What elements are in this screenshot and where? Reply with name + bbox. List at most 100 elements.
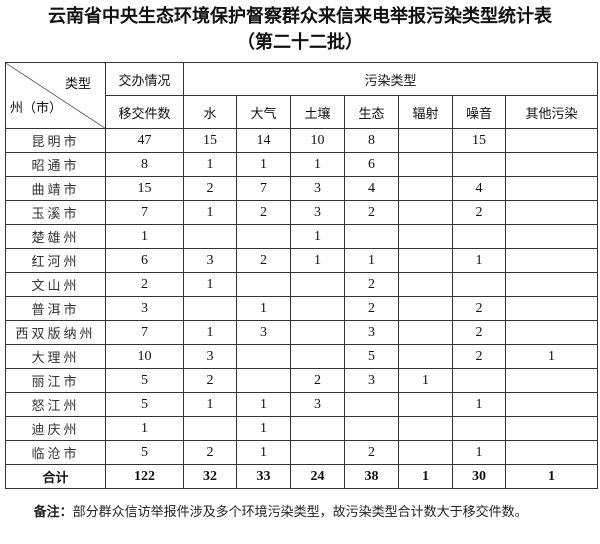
table-row: 怒江州 5 1 1 3 1 [5, 392, 599, 417]
table-row: 昆明市 47 15 14 10 8 15 [5, 128, 599, 153]
table-cell: 1 [236, 152, 291, 177]
table-cell: 3 [236, 320, 291, 345]
table-cell: 10 [105, 344, 184, 369]
table-row: 西双版纳州 7 1 3 3 2 [5, 320, 599, 345]
table-cell: 8 [105, 152, 184, 177]
table-cell: 3 [290, 176, 345, 201]
table-cell [398, 440, 453, 465]
table-cell: 2 [344, 296, 399, 321]
table-row: 楚雄州 1 1 [5, 224, 599, 249]
table-cell: 2 [452, 200, 506, 225]
table-cell [290, 272, 345, 297]
table-cell: 3 [183, 248, 237, 273]
table-cell [504, 440, 599, 465]
table-cell: 14 [236, 128, 291, 153]
table-cell [504, 176, 599, 201]
table-cell: 7 [236, 176, 291, 201]
table-cell: 1 [236, 392, 291, 417]
region-name: 大理州 [5, 344, 106, 369]
corner-header: 类型 州（市） [5, 62, 106, 129]
table-cell [290, 344, 345, 369]
table-cell [398, 176, 453, 201]
table-cell: 1 [105, 224, 184, 249]
footnote-label: 备注： [33, 505, 73, 520]
table-cell: 1 [398, 368, 453, 393]
table-cell: 5 [105, 368, 184, 393]
table-cell [504, 272, 599, 297]
table-cell: 2 [236, 248, 291, 273]
region-name: 昆明市 [5, 128, 106, 153]
table-cell [398, 128, 453, 153]
table-cell: 3 [290, 200, 345, 225]
table-cell: 7 [105, 200, 184, 225]
column-header: 土壤 [290, 95, 345, 129]
region-name: 迪庆州 [5, 416, 106, 441]
table-cell [290, 320, 345, 345]
table-cell [504, 152, 599, 177]
region-name: 文山州 [5, 272, 106, 297]
table-cell [504, 368, 599, 393]
column-header: 水 [183, 95, 237, 129]
table-cell: 1 [452, 248, 506, 273]
table-cell [236, 344, 291, 369]
region-name: 临沧市 [5, 440, 106, 465]
table-cell: 1 [452, 440, 506, 465]
table-cell: 1 [398, 464, 453, 489]
table-cell: 1 [504, 344, 599, 369]
table-cell: 2 [452, 296, 506, 321]
table-cell: 2 [290, 368, 345, 393]
table-cell: 2 [105, 272, 184, 297]
table-cell [236, 224, 291, 249]
table-cell: 3 [183, 344, 237, 369]
table-cell: 6 [344, 152, 399, 177]
table-cell: 2 [344, 440, 399, 465]
corner-label-type: 类型 [64, 77, 91, 92]
region-name: 玉溪市 [5, 200, 106, 225]
region-name: 丽江市 [5, 368, 106, 393]
table-cell [290, 440, 345, 465]
table-cell [452, 272, 506, 297]
table-cell: 1 [183, 200, 237, 225]
table-cell: 7 [105, 320, 184, 345]
table-cell: 1 [504, 464, 599, 489]
table-cell: 1 [183, 320, 237, 345]
total-row: 合计 122 32 33 24 38 1 30 1 [5, 464, 599, 489]
table-cell [504, 200, 599, 225]
table-cell [290, 416, 345, 441]
column-header: 噪音 [452, 95, 506, 129]
table-cell: 15 [183, 128, 237, 153]
table-cell: 33 [236, 464, 291, 489]
table-cell: 10 [290, 128, 345, 153]
table-row: 大理州 10 3 5 2 1 [5, 344, 599, 369]
header-pollution-type: 污染类型 [182, 62, 599, 96]
table-cell [504, 224, 599, 249]
table-cell: 2 [344, 272, 399, 297]
table-cell: 1 [290, 152, 345, 177]
table-row: 丽江市 5 2 2 3 1 [5, 368, 599, 393]
table-row: 昭通市 8 1 1 1 6 [5, 152, 599, 177]
table-cell: 47 [105, 128, 184, 153]
table-cell: 2 [236, 200, 291, 225]
table-cell [183, 416, 237, 441]
table-cell [504, 248, 599, 273]
table-cell [504, 320, 599, 345]
table-cell [183, 224, 237, 249]
table-cell [398, 344, 453, 369]
table-cell [504, 416, 599, 441]
table-cell [183, 296, 237, 321]
table-cell [398, 272, 453, 297]
region-name: 昭通市 [5, 152, 106, 177]
table-cell [452, 416, 506, 441]
table-cell: 5 [344, 344, 399, 369]
table-cell: 8 [344, 128, 399, 153]
table-cell: 2 [183, 440, 237, 465]
table-cell: 1 [290, 248, 345, 273]
table-cell: 15 [452, 128, 506, 153]
table-cell: 6 [105, 248, 184, 273]
region-name: 怒江州 [5, 392, 106, 417]
table-cell: 1 [236, 440, 291, 465]
table-cell [398, 416, 453, 441]
table-row: 普洱市 3 1 2 2 [5, 296, 599, 321]
table-cell: 3 [344, 368, 399, 393]
document-subtitle: （第二十二批） [237, 32, 363, 53]
